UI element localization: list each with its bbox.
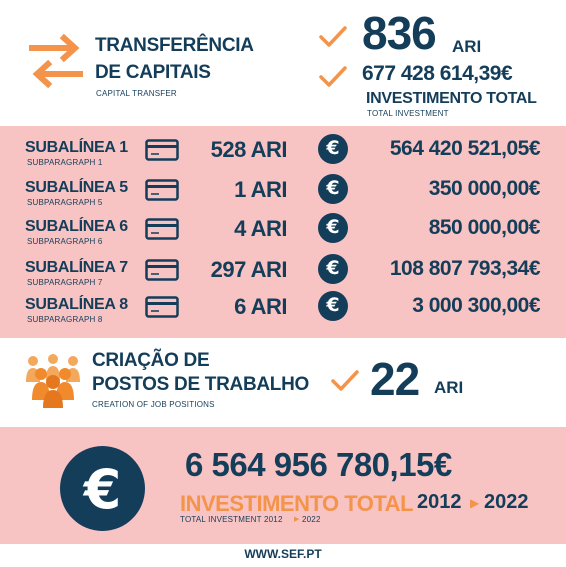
credit-card-icon bbox=[145, 296, 179, 318]
play-arrow-icon: ▶ bbox=[470, 496, 480, 510]
total-label: INVESTIMENTO TOTAL bbox=[366, 90, 537, 107]
grand-total-label: INVESTIMENTO TOTAL bbox=[180, 491, 414, 516]
row-subtitle: SUBPARAGRAPH 7 bbox=[27, 278, 103, 287]
jobs-title: CRIAÇÃO DE bbox=[92, 350, 210, 371]
subparagraph-row: SUBALÍNEA 1 SUBPARAGRAPH 1 528 ARI € 564… bbox=[0, 134, 566, 175]
jobs-unit: ARI bbox=[434, 378, 464, 397]
subparagraph-band: SUBALÍNEA 1 SUBPARAGRAPH 1 528 ARI € 564… bbox=[0, 126, 566, 338]
row-subtitle: SUBPARAGRAPH 5 bbox=[27, 198, 103, 207]
credit-card-icon bbox=[145, 139, 179, 161]
row-count: 528 ARI bbox=[210, 137, 288, 162]
euro-icon: € bbox=[318, 174, 348, 204]
row-title: SUBALÍNEA 7 bbox=[25, 259, 128, 276]
grand-total-sublabel-end: 2022 bbox=[302, 515, 321, 524]
ari-unit: ARI bbox=[452, 37, 482, 56]
row-count: 1 ARI bbox=[234, 177, 287, 202]
row-title: SUBALÍNEA 1 bbox=[25, 139, 128, 156]
ari-count: 836 bbox=[362, 7, 437, 59]
row-title: SUBALÍNEA 6 bbox=[25, 218, 128, 235]
row-amount: 564 420 521,05€ bbox=[389, 137, 541, 160]
checkmark-icon bbox=[319, 66, 347, 87]
period-end: 2022 bbox=[484, 491, 529, 513]
row-count: 4 ARI bbox=[234, 216, 287, 241]
section-title: DE CAPITAIS bbox=[95, 62, 211, 83]
row-amount: 3 000 300,00€ bbox=[412, 294, 540, 317]
jobs-title: POSTOS DE TRABALHO bbox=[92, 374, 309, 395]
grand-total-amount: 6 564 956 780,15€ bbox=[185, 446, 452, 483]
row-title: SUBALÍNEA 5 bbox=[25, 179, 128, 196]
euro-icon: € bbox=[318, 254, 348, 284]
euro-icon: € bbox=[318, 213, 348, 243]
row-amount: 108 807 793,34€ bbox=[389, 257, 541, 280]
people-group-icon bbox=[26, 354, 80, 408]
row-subtitle: SUBPARAGRAPH 1 bbox=[27, 158, 103, 167]
credit-card-icon bbox=[145, 179, 179, 201]
row-count: 6 ARI bbox=[234, 294, 287, 319]
row-amount: 350 000,00€ bbox=[428, 177, 541, 200]
jobs-subtitle: CREATION OF JOB POSITIONS bbox=[92, 400, 215, 409]
row-subtitle: SUBPARAGRAPH 6 bbox=[27, 237, 103, 246]
row-title: SUBALÍNEA 8 bbox=[25, 296, 128, 313]
euro-icon: € bbox=[318, 134, 348, 164]
checkmark-icon bbox=[319, 26, 347, 47]
checkmark-icon bbox=[331, 370, 359, 391]
credit-card-icon bbox=[145, 218, 179, 240]
grand-total-sublabel: TOTAL INVESTMENT 2012 bbox=[180, 515, 283, 524]
jobs-count: 22 bbox=[370, 353, 420, 405]
play-arrow-icon: ▶ bbox=[294, 515, 300, 523]
euro-icon: € bbox=[60, 446, 145, 531]
total-amount: 677 428 614,39€ bbox=[362, 62, 513, 85]
total-sublabel: TOTAL INVESTMENT bbox=[367, 109, 449, 118]
credit-card-icon bbox=[145, 259, 179, 281]
subparagraph-row: SUBALÍNEA 8 SUBPARAGRAPH 8 6 ARI € 3 000… bbox=[0, 291, 566, 332]
euro-icon: € bbox=[318, 291, 348, 321]
section-title: TRANSFERÊNCIA bbox=[95, 35, 254, 56]
website-link[interactable]: WWW.SEF.PT bbox=[244, 547, 322, 561]
section-subtitle: CAPITAL TRANSFER bbox=[96, 89, 177, 98]
subparagraph-row: SUBALÍNEA 6 SUBPARAGRAPH 6 4 ARI € 850 0… bbox=[0, 213, 566, 254]
swap-arrows-icon bbox=[29, 33, 83, 89]
subparagraph-row: SUBALÍNEA 5 SUBPARAGRAPH 5 1 ARI € 350 0… bbox=[0, 174, 566, 215]
period-start: 2012 bbox=[417, 491, 462, 513]
subparagraph-row: SUBALÍNEA 7 SUBPARAGRAPH 7 297 ARI € 108… bbox=[0, 254, 566, 295]
row-amount: 850 000,00€ bbox=[428, 216, 541, 239]
row-count: 297 ARI bbox=[210, 257, 288, 282]
row-subtitle: SUBPARAGRAPH 8 bbox=[27, 315, 103, 324]
